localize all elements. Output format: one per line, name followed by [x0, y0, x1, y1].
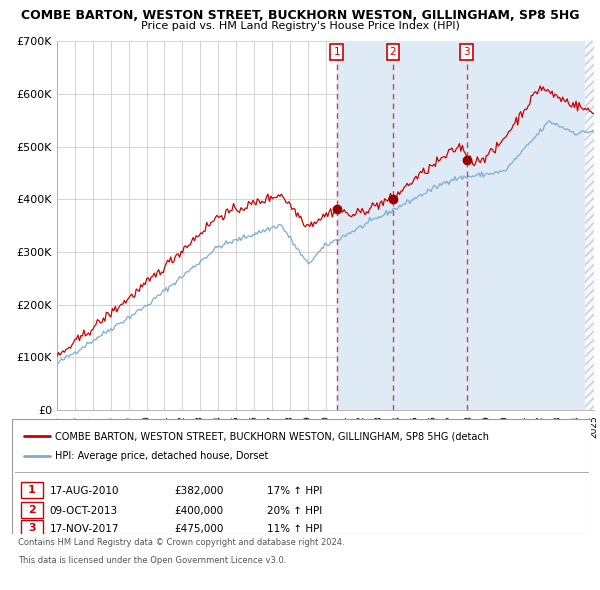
- Text: Contains HM Land Registry data © Crown copyright and database right 2024.: Contains HM Land Registry data © Crown c…: [18, 538, 344, 547]
- Text: 1: 1: [334, 47, 340, 57]
- Text: 11% ↑ HPI: 11% ↑ HPI: [267, 525, 322, 535]
- Text: This data is licensed under the Open Government Licence v3.0.: This data is licensed under the Open Gov…: [18, 556, 286, 565]
- Text: COMBE BARTON, WESTON STREET, BUCKHORN WESTON, GILLINGHAM, SP8 5HG: COMBE BARTON, WESTON STREET, BUCKHORN WE…: [21, 9, 579, 22]
- Text: 17% ↑ HPI: 17% ↑ HPI: [267, 486, 322, 496]
- Text: 3: 3: [28, 523, 35, 533]
- Text: 1: 1: [28, 485, 35, 495]
- Text: 2: 2: [389, 47, 396, 57]
- FancyBboxPatch shape: [20, 482, 43, 499]
- FancyBboxPatch shape: [20, 502, 43, 518]
- Text: 17-NOV-2017: 17-NOV-2017: [50, 525, 119, 535]
- Text: HPI: Average price, detached house, Dorset: HPI: Average price, detached house, Dors…: [55, 451, 269, 461]
- Text: 17-AUG-2010: 17-AUG-2010: [50, 486, 119, 496]
- Text: 2: 2: [28, 505, 35, 515]
- Text: Price paid vs. HM Land Registry's House Price Index (HPI): Price paid vs. HM Land Registry's House …: [140, 21, 460, 31]
- Text: 20% ↑ HPI: 20% ↑ HPI: [267, 506, 322, 516]
- Text: £400,000: £400,000: [174, 506, 223, 516]
- Text: 09-OCT-2013: 09-OCT-2013: [50, 506, 118, 516]
- FancyBboxPatch shape: [20, 520, 43, 536]
- Text: £382,000: £382,000: [174, 486, 223, 496]
- Text: £475,000: £475,000: [174, 525, 223, 535]
- Bar: [585, 41, 594, 410]
- Text: COMBE BARTON, WESTON STREET, BUCKHORN WESTON, GILLINGHAM, SP8 5HG (detach: COMBE BARTON, WESTON STREET, BUCKHORN WE…: [55, 431, 490, 441]
- Bar: [337, 41, 594, 410]
- Text: 3: 3: [463, 47, 470, 57]
